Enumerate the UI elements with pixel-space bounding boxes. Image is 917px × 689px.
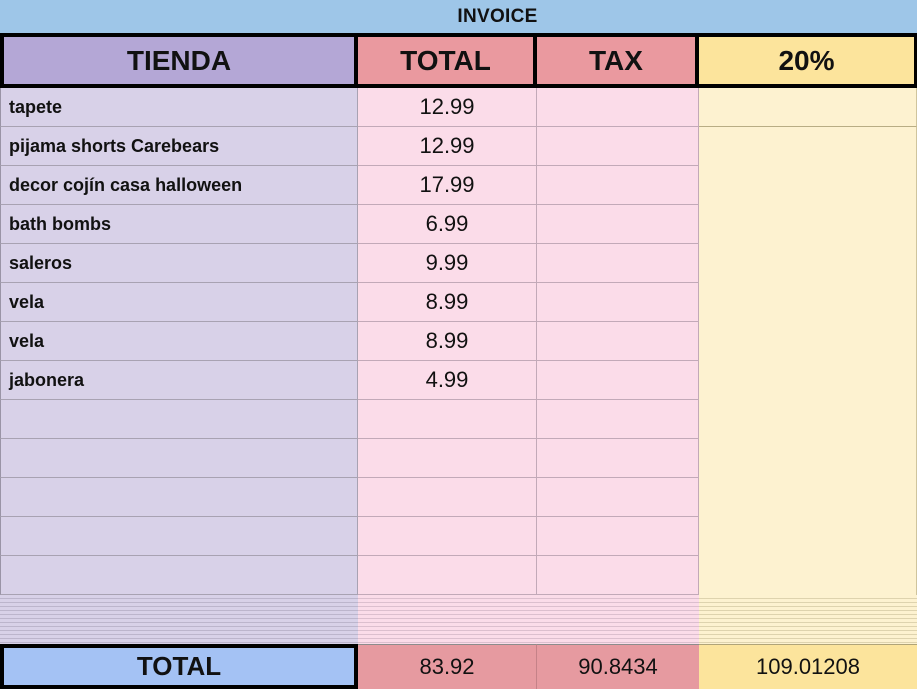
- cell-item-name-row-5[interactable]: saleros: [0, 244, 358, 283]
- cell-item-tax-row-5[interactable]: [537, 244, 699, 283]
- collapsed-rows: [0, 595, 917, 644]
- cell-item-name-row-7[interactable]: vela: [0, 322, 358, 361]
- header-tax[interactable]: TAX: [537, 37, 699, 84]
- cell-item-total-row-11[interactable]: [358, 478, 537, 517]
- cell-item-tax-row-1[interactable]: [537, 88, 699, 127]
- cell-item-total-row-12[interactable]: [358, 517, 537, 556]
- cell-item-tax-row-7[interactable]: [537, 322, 699, 361]
- invoice-title-cell[interactable]: INVOICE: [0, 0, 917, 37]
- cell-item-tax-row-6[interactable]: [537, 283, 699, 322]
- cell-item-tax-row-9[interactable]: [537, 400, 699, 439]
- cell-item-total-row-1[interactable]: 12.99: [358, 88, 537, 127]
- cell-item-name-row-8[interactable]: jabonera: [0, 361, 358, 400]
- header-row: TIENDA TOTAL TAX 20%: [0, 37, 917, 88]
- cell-item-name-row-3[interactable]: decor cojín casa halloween: [0, 166, 358, 205]
- cell-item-tax-row-3[interactable]: [537, 166, 699, 205]
- header-pct[interactable]: 20%: [699, 37, 917, 84]
- cell-item-name-row-6[interactable]: vela: [0, 283, 358, 322]
- header-tienda[interactable]: TIENDA: [0, 37, 358, 84]
- cell-item-tax-row-10[interactable]: [537, 439, 699, 478]
- total-sum-cell[interactable]: 83.92: [358, 644, 537, 689]
- cell-pct-merged[interactable]: [699, 127, 917, 595]
- cell-item-name-row-10[interactable]: [0, 439, 358, 478]
- cell-item-total-row-3[interactable]: 17.99: [358, 166, 537, 205]
- cell-item-total-row-7[interactable]: 8.99: [358, 322, 537, 361]
- tax-sum-cell[interactable]: 90.8434: [537, 644, 699, 689]
- collapsed-rows-tienda[interactable]: [0, 595, 358, 644]
- total-row: TOTAL 83.92 90.8434 109.01208: [0, 644, 917, 689]
- cell-item-total-row-9[interactable]: [358, 400, 537, 439]
- cell-item-total-row-2[interactable]: 12.99: [358, 127, 537, 166]
- header-total[interactable]: TOTAL: [358, 37, 537, 84]
- column-total: 12.99 12.99 17.99 6.99 9.99 8.99 8.99 4.99: [358, 88, 537, 595]
- cell-item-name-row-9[interactable]: [0, 400, 358, 439]
- cell-item-tax-row-2[interactable]: [537, 127, 699, 166]
- cell-item-total-row-8[interactable]: 4.99: [358, 361, 537, 400]
- column-tienda: tapete pijama shorts Carebears decor cojín…: [0, 88, 358, 595]
- pct-sum-cell[interactable]: 109.01208: [699, 644, 917, 689]
- total-label-cell[interactable]: TOTAL: [0, 644, 358, 689]
- cell-item-name-row-13[interactable]: [0, 556, 358, 595]
- collapsed-rows-total[interactable]: [358, 595, 537, 644]
- cell-item-total-row-13[interactable]: [358, 556, 537, 595]
- cell-item-name-row-1[interactable]: tapete: [0, 88, 358, 127]
- collapsed-rows-pct[interactable]: [699, 595, 917, 644]
- cell-item-total-row-10[interactable]: [358, 439, 537, 478]
- table-body: tapete pijama shorts Carebears decor cojín…: [0, 88, 917, 595]
- cell-item-name-row-2[interactable]: pijama shorts Carebears: [0, 127, 358, 166]
- cell-item-name-row-11[interactable]: [0, 478, 358, 517]
- cell-item-tax-row-8[interactable]: [537, 361, 699, 400]
- column-pct: [699, 88, 917, 595]
- cell-item-name-row-4[interactable]: bath bombs: [0, 205, 358, 244]
- cell-item-tax-row-11[interactable]: [537, 478, 699, 517]
- cell-item-total-row-4[interactable]: 6.99: [358, 205, 537, 244]
- invoice-title: INVOICE: [457, 5, 538, 27]
- cell-pct-row-1[interactable]: [699, 88, 917, 127]
- collapsed-rows-tax[interactable]: [537, 595, 699, 644]
- cell-item-tax-row-12[interactable]: [537, 517, 699, 556]
- cell-item-total-row-6[interactable]: 8.99: [358, 283, 537, 322]
- cell-item-tax-row-4[interactable]: [537, 205, 699, 244]
- cell-item-tax-row-13[interactable]: [537, 556, 699, 595]
- cell-item-total-row-5[interactable]: 9.99: [358, 244, 537, 283]
- column-tax: [537, 88, 699, 595]
- cell-item-name-row-12[interactable]: [0, 517, 358, 556]
